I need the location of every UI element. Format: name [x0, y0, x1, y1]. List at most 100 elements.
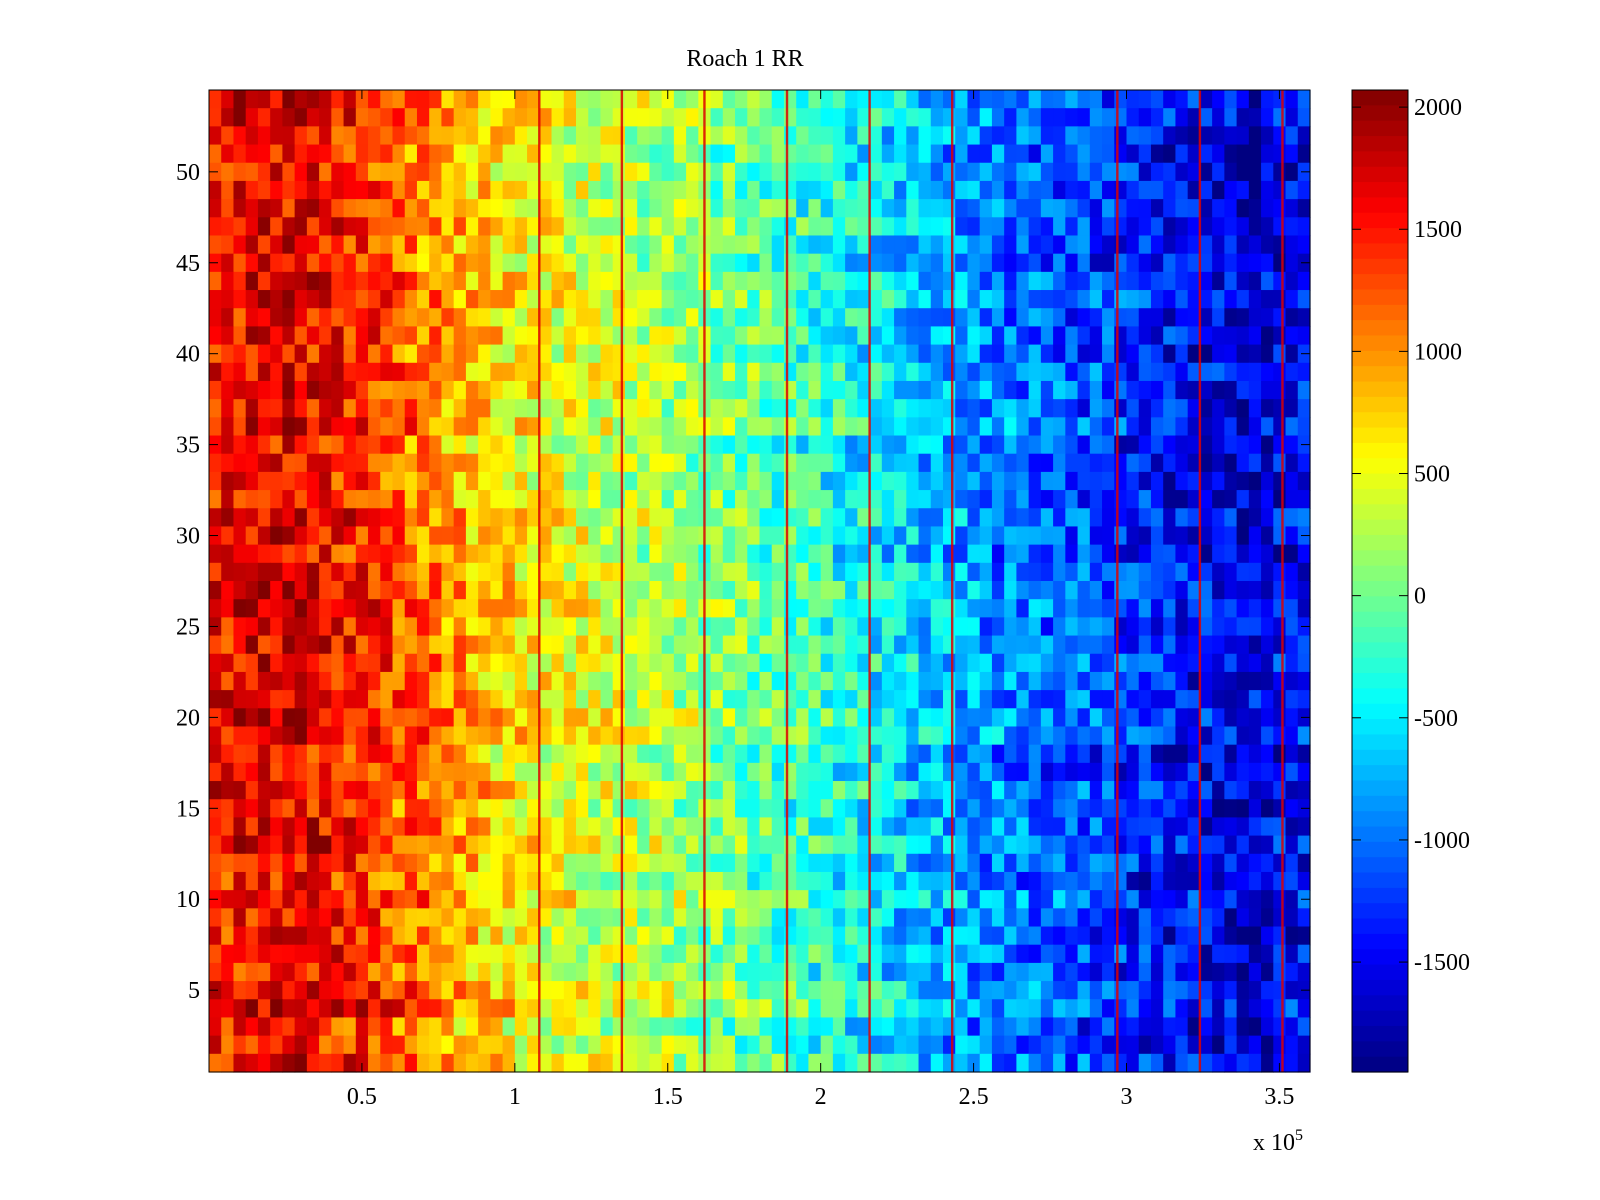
heatmap-cell — [478, 435, 491, 455]
heatmap-cell — [600, 508, 614, 528]
heatmap-cell — [747, 90, 761, 109]
heatmap-cell — [257, 726, 271, 746]
heatmap-cell — [991, 908, 1005, 928]
heatmap-cell — [453, 399, 467, 418]
heatmap-cell — [894, 526, 907, 546]
colorbar-segment — [1352, 811, 1408, 828]
heatmap-cell — [881, 162, 895, 182]
heatmap-cell — [906, 90, 920, 109]
heatmap-cell — [1016, 180, 1030, 200]
heatmap-cell — [1126, 235, 1140, 255]
heatmap-cell — [832, 1017, 846, 1037]
heatmap-cell — [257, 908, 271, 928]
heatmap-cell — [637, 671, 650, 691]
heatmap-cell — [1273, 635, 1287, 655]
heatmap-cell — [441, 217, 455, 237]
heatmap-cell — [735, 962, 748, 982]
heatmap-cell — [796, 253, 810, 273]
heatmap-cell — [233, 380, 247, 400]
heatmap-cell — [600, 271, 614, 291]
heatmap-cell — [845, 599, 858, 618]
heatmap-cell — [1138, 799, 1152, 819]
heatmap-cell — [1236, 271, 1250, 291]
heatmap-cell — [991, 799, 1005, 819]
heatmap-cell — [661, 253, 675, 273]
heatmap-cell — [661, 708, 675, 728]
heatmap-cell — [563, 326, 577, 346]
heatmap-cell — [1089, 617, 1103, 637]
heatmap-cell — [808, 726, 822, 746]
heatmap-cell — [294, 362, 308, 382]
heatmap-cell — [943, 344, 956, 364]
heatmap-cell — [1261, 926, 1274, 946]
heatmap-cell — [563, 562, 577, 582]
heatmap-cell — [1163, 1035, 1177, 1055]
heatmap-cell — [930, 235, 944, 255]
heatmap-cell — [563, 362, 577, 382]
heatmap-cell — [1028, 581, 1042, 600]
heatmap-cell — [722, 1053, 736, 1073]
x-axis-scale-exponent: 5 — [1295, 1127, 1303, 1144]
heatmap-cell — [1102, 744, 1115, 764]
heatmap-cell — [686, 271, 699, 291]
heatmap-cell — [465, 635, 479, 655]
heatmap-cell — [514, 126, 528, 146]
heatmap-cell — [1261, 290, 1274, 309]
heatmap-cell — [1028, 835, 1042, 855]
heatmap-cell — [1163, 762, 1177, 782]
heatmap-cell — [429, 90, 443, 109]
heatmap-cell — [1150, 526, 1164, 546]
heatmap-cell — [808, 1035, 822, 1055]
heatmap-cell — [1150, 617, 1164, 637]
heatmap-cell — [490, 890, 504, 909]
heatmap-cell — [1138, 762, 1152, 782]
heatmap-cell — [588, 853, 602, 873]
heatmap-cell — [1150, 871, 1164, 891]
heatmap-cell — [869, 380, 883, 400]
heatmap-cell — [857, 526, 871, 546]
heatmap-cell — [502, 671, 516, 691]
heatmap-cell — [1175, 799, 1189, 819]
heatmap-cell — [771, 653, 785, 673]
heatmap-cell — [894, 126, 907, 146]
heatmap-cell — [943, 762, 956, 782]
heatmap-cell — [686, 253, 699, 273]
heatmap-cell — [1065, 362, 1079, 382]
heatmap-cell — [527, 671, 540, 691]
heatmap-cell — [502, 253, 516, 273]
heatmap-cell — [686, 671, 699, 691]
heatmap-cell — [600, 581, 614, 600]
heatmap-cell — [1261, 1035, 1274, 1055]
heatmap-cell — [221, 1035, 235, 1055]
heatmap-cell — [906, 217, 920, 237]
heatmap-cell — [465, 799, 479, 819]
heatmap-cell — [576, 1017, 589, 1037]
heatmap-cell — [673, 671, 687, 691]
heatmap-cell — [1016, 162, 1030, 182]
heatmap-cell — [1236, 617, 1250, 637]
heatmap-cell — [649, 635, 663, 655]
heatmap-cell — [355, 344, 369, 364]
heatmap-cell — [820, 744, 834, 764]
heatmap-cell — [588, 562, 602, 582]
heatmap-cell — [490, 508, 504, 528]
heatmap-cell — [661, 1035, 675, 1055]
heatmap-cell — [1126, 308, 1140, 328]
heatmap-cell — [380, 490, 394, 509]
heatmap-cell — [257, 453, 271, 473]
heatmap-cell — [796, 671, 810, 691]
heatmap-cell — [1212, 908, 1225, 928]
heatmap-cell — [1028, 926, 1042, 946]
heatmap-cell — [930, 890, 944, 909]
heatmap-cell — [918, 417, 932, 437]
heatmap-cell — [270, 635, 283, 655]
heatmap-cell — [1236, 453, 1250, 473]
heatmap-cell — [343, 490, 357, 509]
heatmap-cell — [588, 271, 602, 291]
heatmap-cell — [1126, 690, 1140, 709]
heatmap-cell — [441, 671, 455, 691]
heatmap-cell — [796, 690, 810, 709]
heatmap-cell — [979, 581, 993, 600]
heatmap-cell — [233, 617, 247, 637]
heatmap-cell — [1004, 981, 1017, 1000]
